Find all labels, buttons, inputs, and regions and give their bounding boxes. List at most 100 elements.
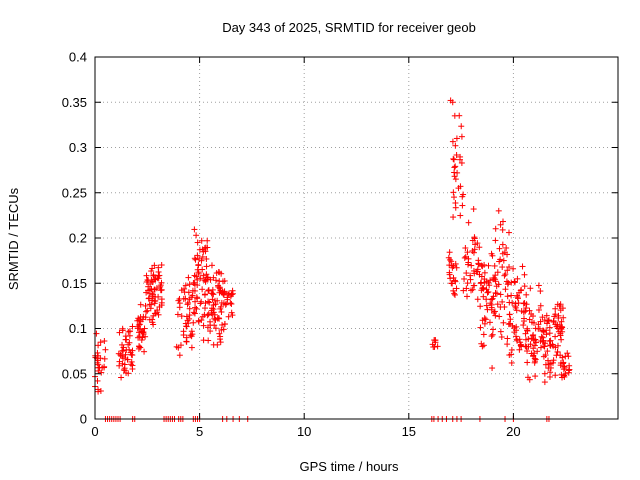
data-point <box>535 282 542 289</box>
data-point <box>450 155 457 162</box>
data-point <box>155 275 162 282</box>
data-point <box>565 367 572 374</box>
data-point <box>217 303 224 310</box>
data-point <box>196 255 203 262</box>
x-tick-label: 5 <box>196 424 203 439</box>
data-point <box>195 270 202 277</box>
data-point <box>145 287 152 294</box>
data-point <box>540 353 547 360</box>
data-point <box>519 263 526 270</box>
data-point <box>530 337 537 344</box>
data-point <box>459 202 466 209</box>
data-point <box>458 123 465 130</box>
data-point <box>128 358 135 365</box>
data-point <box>212 316 219 323</box>
data-point <box>97 387 104 394</box>
data-point <box>156 303 163 310</box>
data-point <box>501 249 508 256</box>
data-point <box>126 346 133 353</box>
data-point <box>523 343 530 350</box>
data-point <box>488 301 495 308</box>
data-point <box>142 314 149 321</box>
data-point <box>198 237 205 244</box>
data-point <box>191 310 198 317</box>
data-point <box>158 286 165 293</box>
data-point <box>501 303 508 310</box>
data-point <box>431 343 438 350</box>
data-point <box>478 287 485 294</box>
data-point <box>191 255 198 262</box>
data-point <box>185 299 192 306</box>
data-point <box>460 287 467 294</box>
data-point <box>208 262 215 269</box>
data-point <box>218 308 225 315</box>
data-point <box>530 352 537 359</box>
data-point <box>552 333 559 340</box>
data-point <box>176 352 183 359</box>
data-point <box>214 341 221 348</box>
data-point <box>451 112 458 119</box>
data-point <box>524 348 531 355</box>
data-point <box>158 296 165 303</box>
data-point <box>125 341 132 348</box>
data-point <box>492 312 499 319</box>
data-point <box>497 256 504 263</box>
data-point <box>207 328 214 335</box>
data-point <box>492 225 499 232</box>
data-point <box>479 343 486 350</box>
data-point <box>186 281 193 288</box>
data-point <box>558 325 565 332</box>
data-point <box>182 282 189 289</box>
data-point <box>227 300 234 307</box>
data-point <box>535 306 542 313</box>
axis-ticks: 0 0.05 0.1 0.15 0.2 0.25 0.3 0.35 0.4 0 5 10 15 20 <box>62 50 618 439</box>
data-point <box>216 269 223 276</box>
data-point <box>458 159 465 166</box>
data-point <box>513 323 520 330</box>
data-point <box>514 337 521 344</box>
data-point <box>513 307 520 314</box>
data-point <box>514 275 521 282</box>
data-point <box>526 307 533 314</box>
data-point <box>494 269 501 276</box>
data-point <box>450 274 457 281</box>
data-point <box>200 322 207 329</box>
data-point <box>95 361 102 368</box>
data-point <box>474 268 481 275</box>
data-point <box>534 348 541 355</box>
data-point <box>98 369 105 376</box>
data-point <box>520 322 527 329</box>
data-point <box>221 289 228 296</box>
data-point <box>197 275 204 282</box>
data-point <box>471 234 478 241</box>
data-point <box>193 232 200 239</box>
data-point <box>480 331 487 338</box>
data-point <box>136 343 143 350</box>
data-point <box>195 317 202 324</box>
data-point <box>205 298 212 305</box>
data-point <box>180 328 187 335</box>
data-point <box>504 341 511 348</box>
data-point <box>497 221 504 228</box>
data-point <box>504 293 511 300</box>
data-point <box>517 287 524 294</box>
data-point <box>206 299 213 306</box>
data-point <box>517 342 524 349</box>
data-point <box>149 290 156 297</box>
data-point <box>467 272 474 279</box>
data-point <box>470 267 477 274</box>
data-point <box>201 291 208 298</box>
data-point <box>475 257 482 264</box>
data-point <box>175 297 182 304</box>
data-point <box>225 313 232 320</box>
data-point <box>194 276 201 283</box>
data-point <box>203 255 210 262</box>
data-point <box>531 342 538 349</box>
data-point <box>194 252 201 259</box>
data-point <box>194 239 201 246</box>
data-point <box>213 277 220 284</box>
data-point <box>502 271 509 278</box>
data-point <box>483 296 490 303</box>
chart-title: Day 343 of 2025, SRMTID for receiver geo… <box>222 20 476 35</box>
x-tick-label: 10 <box>297 424 311 439</box>
